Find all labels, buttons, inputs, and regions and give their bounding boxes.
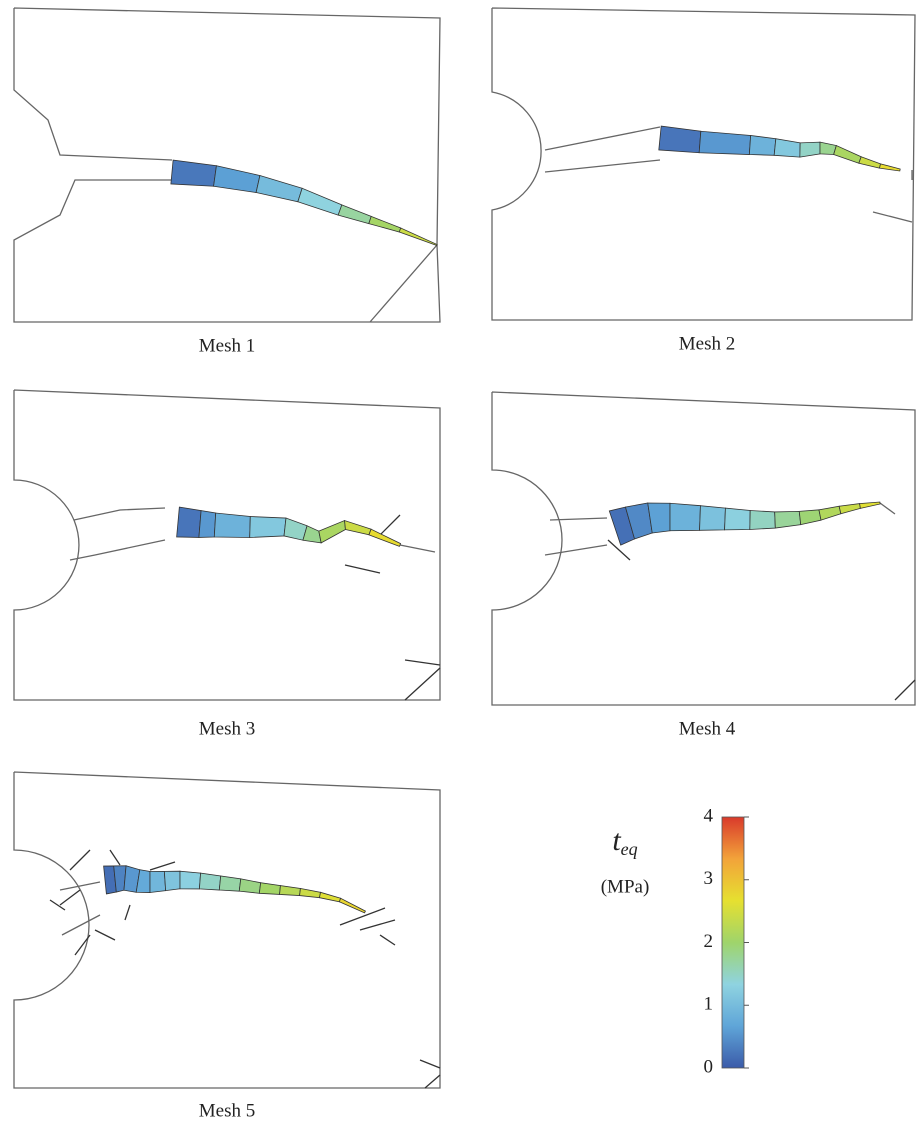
crack-element bbox=[344, 519, 372, 536]
crack-element bbox=[337, 204, 372, 225]
crack-element bbox=[258, 882, 281, 895]
crack-element bbox=[798, 509, 822, 526]
panel-label: Mesh 1 bbox=[199, 335, 255, 356]
crack-element bbox=[749, 510, 776, 530]
panel-label: Mesh 3 bbox=[199, 718, 255, 739]
crack-element bbox=[748, 135, 777, 156]
crack-element bbox=[858, 156, 882, 169]
crack-element bbox=[724, 507, 751, 531]
crack-element bbox=[833, 144, 862, 164]
crack-element bbox=[338, 897, 366, 914]
crack-element bbox=[878, 163, 901, 172]
crack-element bbox=[698, 130, 752, 155]
mesh-1-outline bbox=[13, 7, 441, 323]
crack-element bbox=[368, 215, 402, 233]
crack-element bbox=[368, 528, 402, 547]
colorbar-unit: (MPa) bbox=[601, 876, 650, 897]
subscript: eq bbox=[621, 839, 638, 859]
crack-element bbox=[799, 141, 821, 158]
crack-element bbox=[213, 512, 251, 538]
crack-element bbox=[279, 885, 301, 896]
crack-element bbox=[669, 502, 701, 532]
mesh-3-outline bbox=[13, 389, 441, 701]
crack-element bbox=[838, 503, 861, 515]
crack-element bbox=[773, 138, 801, 158]
crack-element bbox=[198, 510, 217, 538]
crack-element bbox=[297, 187, 343, 216]
crack-element bbox=[163, 870, 181, 892]
crack-element bbox=[318, 891, 342, 903]
crack-element bbox=[213, 165, 261, 193]
crack-element bbox=[170, 159, 217, 187]
mesh-5-outline bbox=[13, 771, 441, 1089]
colorbar-tick-label: 2 bbox=[704, 931, 714, 952]
colorbar bbox=[721, 816, 745, 1069]
symbol: t bbox=[612, 824, 621, 857]
crack-element bbox=[149, 870, 167, 893]
crack-element bbox=[249, 516, 287, 538]
crack-element bbox=[238, 878, 262, 894]
crack-element bbox=[198, 872, 222, 891]
colorbar-tick-label: 4 bbox=[704, 805, 714, 826]
colorbar-tick-label: 0 bbox=[704, 1056, 714, 1077]
panel-label: Mesh 5 bbox=[199, 1100, 255, 1121]
crack-element bbox=[318, 519, 346, 544]
mesh-2-outline bbox=[491, 7, 916, 321]
colorbar-tick-label: 3 bbox=[704, 868, 714, 889]
colorbar-symbol: teq bbox=[612, 824, 637, 859]
crack-element bbox=[179, 870, 202, 890]
panel-label: Mesh 2 bbox=[679, 333, 735, 354]
crack-element bbox=[699, 505, 726, 531]
crack-element bbox=[774, 510, 802, 529]
panel-label: Mesh 4 bbox=[679, 718, 736, 739]
mesh-4-outline bbox=[491, 391, 916, 706]
crack-element bbox=[398, 227, 438, 246]
colorbar-tick-label: 1 bbox=[704, 994, 714, 1015]
crack-element bbox=[218, 875, 242, 892]
crack-element bbox=[859, 501, 881, 509]
crack-element bbox=[658, 125, 702, 154]
crack-element bbox=[299, 887, 322, 899]
crack-element bbox=[255, 174, 303, 203]
crack-element bbox=[818, 505, 842, 521]
crack-element bbox=[176, 506, 202, 538]
